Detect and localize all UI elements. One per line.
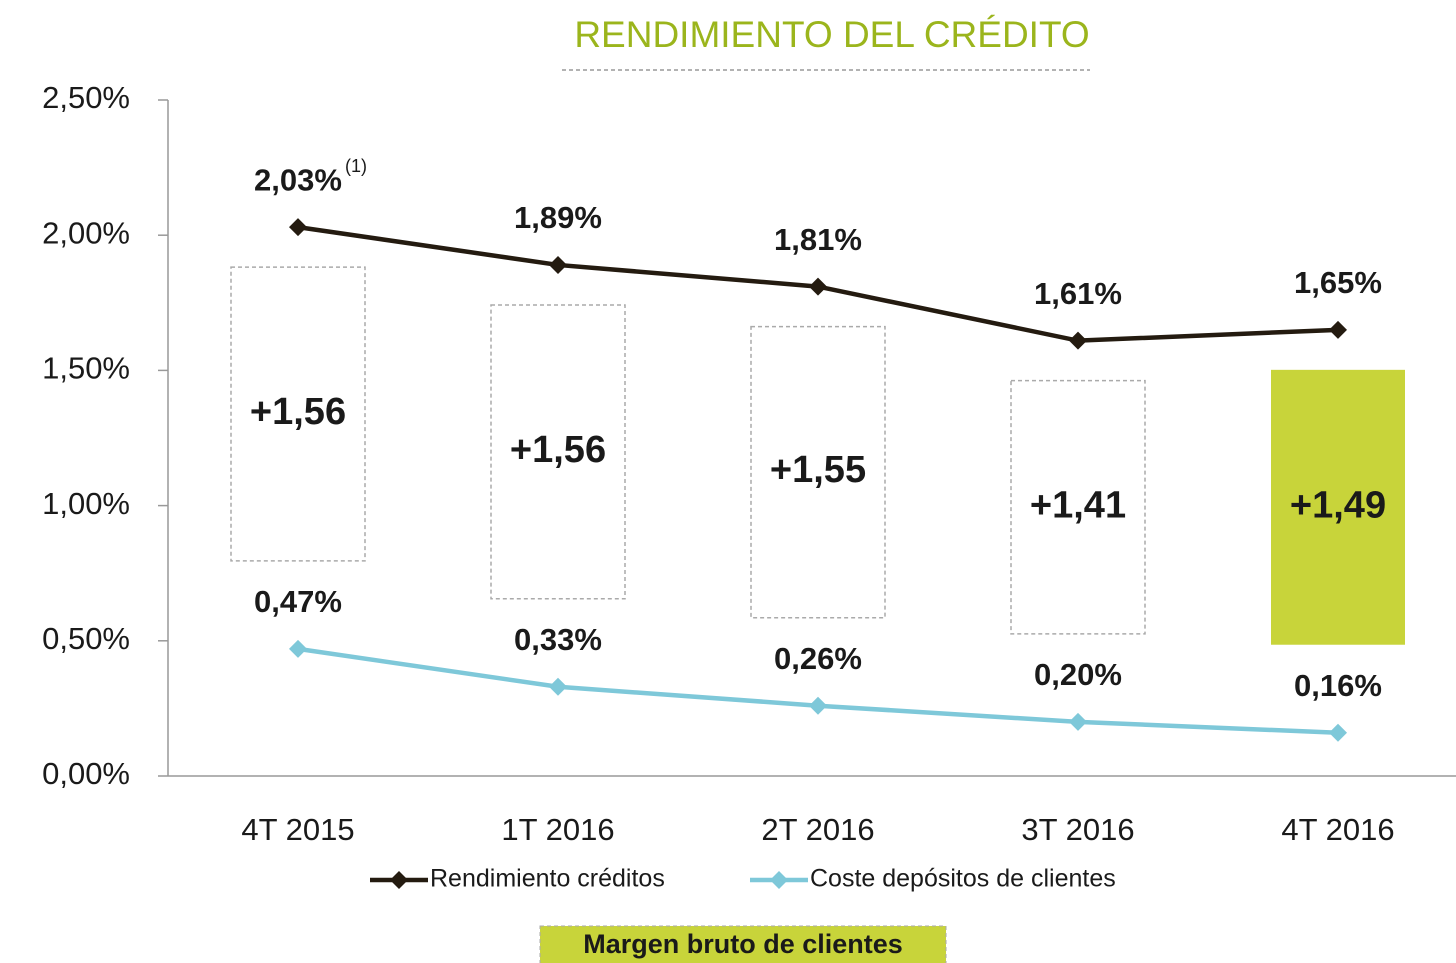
margin-label: +1,41 — [1030, 484, 1126, 526]
x-tick-label: 4T 2015 — [241, 812, 354, 847]
margin-label: +1,56 — [250, 391, 346, 433]
marker — [289, 218, 307, 237]
footnote-marker: (1) — [345, 156, 367, 176]
margin-legend-label: Margen bruto de clientes — [583, 929, 903, 959]
legend-label: Rendimiento créditos — [430, 865, 665, 893]
data-label: 1,89% — [514, 200, 602, 235]
legend-marker — [770, 871, 788, 889]
y-tick-label: 0,00% — [42, 756, 130, 791]
marker — [1329, 723, 1347, 742]
y-tick-label: 0,50% — [42, 621, 130, 656]
chart-title: RENDIMIENTO DEL CRÉDITO — [574, 14, 1089, 55]
marker — [1329, 320, 1347, 339]
data-label: 1,61% — [1034, 276, 1122, 311]
data-label: 0,33% — [514, 622, 602, 657]
marker — [809, 696, 827, 715]
x-tick-label: 3T 2016 — [1021, 812, 1134, 847]
data-label: 0,26% — [774, 641, 862, 676]
marker — [549, 255, 567, 274]
margin-box — [1010, 379, 1146, 635]
margin-box — [230, 266, 366, 562]
data-label: 2,03% — [254, 162, 342, 197]
margin-label: +1,55 — [770, 449, 866, 491]
margin-label: +1,56 — [510, 429, 606, 471]
data-label: 1,65% — [1294, 265, 1382, 300]
data-label: 1,81% — [774, 222, 862, 257]
legend-label: Coste depósitos de clientes — [810, 865, 1116, 893]
data-label: 0,16% — [1294, 668, 1382, 703]
y-tick-label: 1,00% — [42, 486, 130, 521]
margin-box — [490, 304, 626, 600]
marker — [289, 639, 307, 658]
legend-marker — [390, 871, 408, 889]
margin-box — [1271, 369, 1405, 645]
margin-label: +1,49 — [1290, 484, 1386, 526]
margin-box — [750, 325, 886, 619]
y-tick-label: 2,00% — [42, 215, 130, 250]
data-label: 0,20% — [1034, 657, 1122, 692]
marker — [1069, 331, 1087, 350]
y-tick-label: 2,50% — [42, 80, 130, 115]
marker — [549, 677, 567, 696]
x-tick-label: 4T 2016 — [1281, 812, 1394, 847]
data-label: 0,47% — [254, 584, 342, 619]
y-tick-label: 1,50% — [42, 351, 130, 386]
marker — [809, 277, 827, 296]
x-tick-label: 1T 2016 — [501, 812, 614, 847]
marker — [1069, 712, 1087, 731]
x-tick-label: 2T 2016 — [761, 812, 874, 847]
margin-legend-box — [539, 925, 947, 963]
